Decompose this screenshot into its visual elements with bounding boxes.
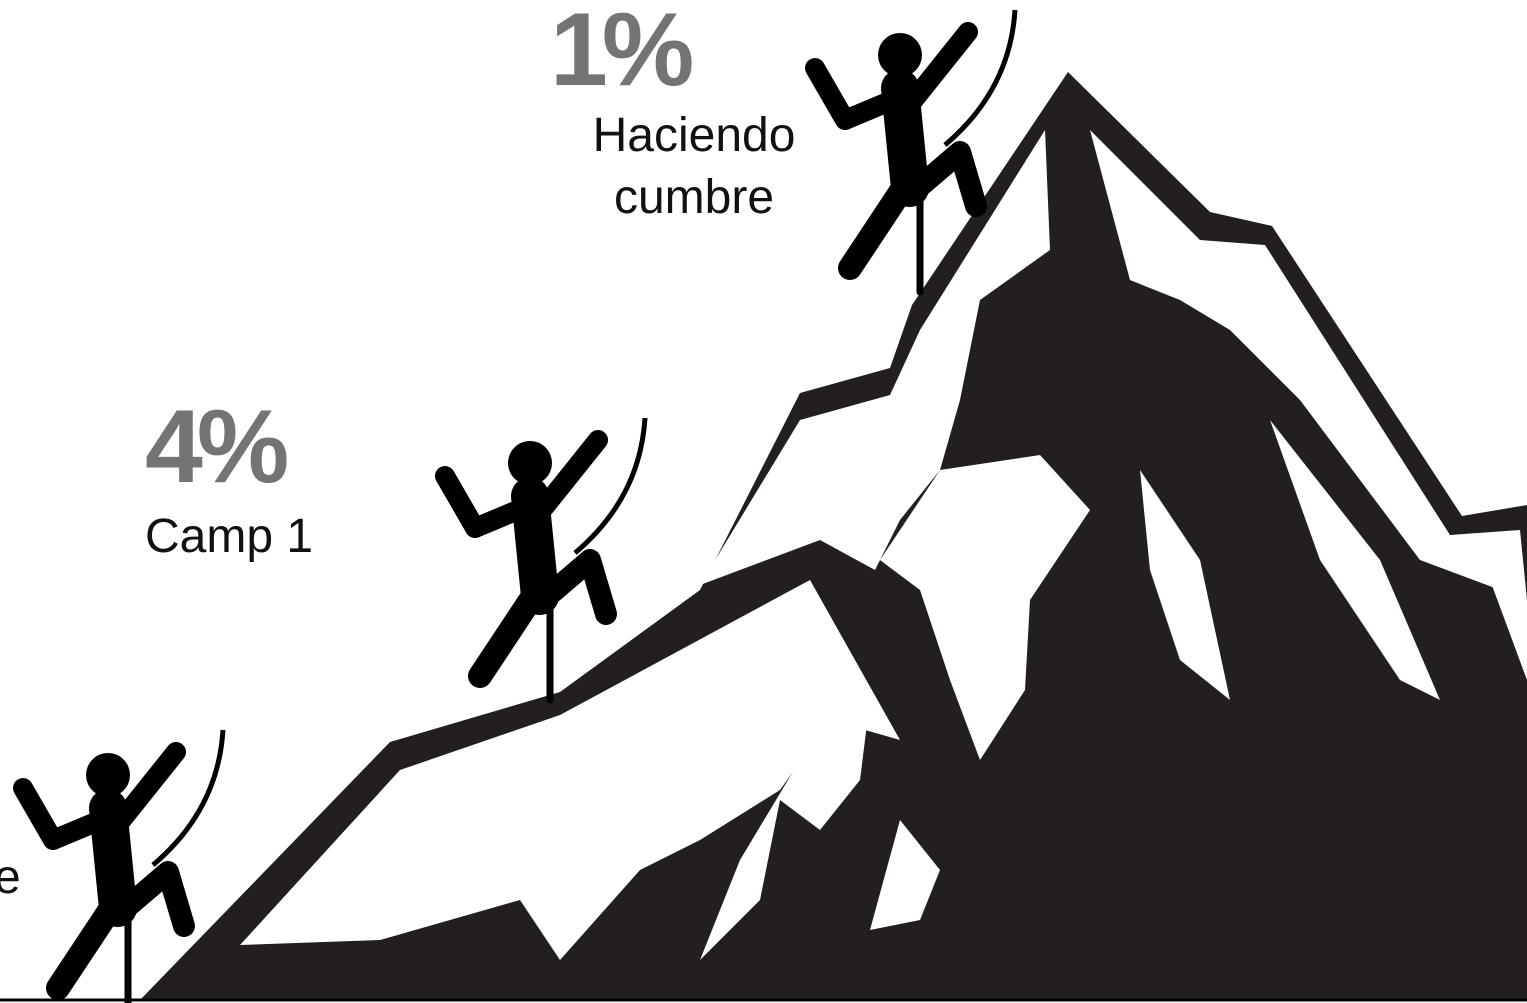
stage-label: Haciendo xyxy=(593,109,796,162)
stage-label: Camp 1 xyxy=(145,510,313,563)
infographic: 1% Haciendo cumbre 4% Camp 1 e xyxy=(0,0,1527,1003)
stage-percent: 4% xyxy=(145,389,287,505)
stage-label: e xyxy=(0,851,21,904)
stage-label: cumbre xyxy=(614,171,774,224)
stage-percent: 1% xyxy=(550,0,692,108)
